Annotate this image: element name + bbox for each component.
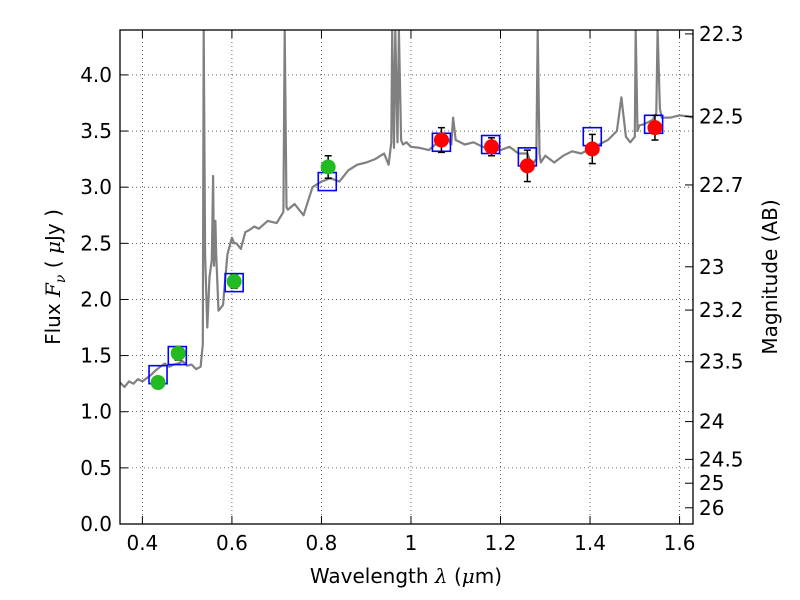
x-tick-label: 0.4	[126, 531, 158, 555]
observed-point	[433, 132, 449, 148]
observed-point	[647, 120, 663, 136]
x-axis-label: Wavelength λ (μm)	[310, 564, 502, 588]
photometry-points	[148, 114, 664, 391]
y-tick-label: 2.0	[80, 287, 112, 311]
x-tick-label: 1.6	[664, 531, 696, 555]
observed-point	[150, 375, 166, 391]
observed-point	[584, 141, 600, 157]
y2-tick-label: 24	[699, 410, 724, 434]
model-photometry-square	[224, 272, 244, 293]
plot-frame	[119, 29, 694, 525]
x-tick-label: 1	[405, 531, 418, 555]
x-tick-label: 0.8	[306, 531, 338, 555]
x-tick-label: 1.2	[485, 531, 517, 555]
observed-point	[226, 273, 242, 289]
y-tick-label: 1.5	[80, 344, 112, 368]
y2-tick-label: 22.7	[699, 173, 744, 197]
y-tick-label: 0.0	[80, 512, 112, 536]
y2-tick-label: 23	[699, 255, 724, 279]
y2-tick-label: 25	[699, 471, 724, 495]
y-tick-label: 0.5	[80, 456, 112, 480]
y2-axis-label: Magnitude (AB)	[758, 199, 782, 354]
y-tick-label: 4.0	[80, 63, 112, 87]
y-tick-label: 1.0	[80, 400, 112, 424]
y2-tick-label: 22.5	[699, 104, 744, 128]
observed-point	[170, 345, 186, 361]
y2-tick-label: 23.2	[699, 298, 744, 322]
observed-point	[484, 139, 500, 155]
y2-tick-label: 22.3	[699, 22, 744, 46]
x-tick-label: 0.6	[216, 531, 248, 555]
y-tick-label: 3.0	[80, 175, 112, 199]
observed-point	[519, 158, 535, 174]
axis-ticks: 0.4 0.6 0.8 1 1.2 1.4 1.6 0.0 0.5 1.0 1.5 2.0 2.5 3.0…	[80, 22, 743, 555]
observed-point	[320, 159, 336, 175]
y2-tick-label: 24.5	[699, 447, 744, 471]
x-tick-label: 1.4	[574, 531, 606, 555]
y-tick-label: 3.5	[80, 119, 112, 143]
y-tick-label: 2.5	[80, 231, 112, 255]
y2-tick-label: 23.5	[699, 350, 744, 374]
y2-tick-label: 26	[699, 496, 724, 520]
y-axis-label: Flux Fν ( μJy )	[41, 209, 69, 345]
